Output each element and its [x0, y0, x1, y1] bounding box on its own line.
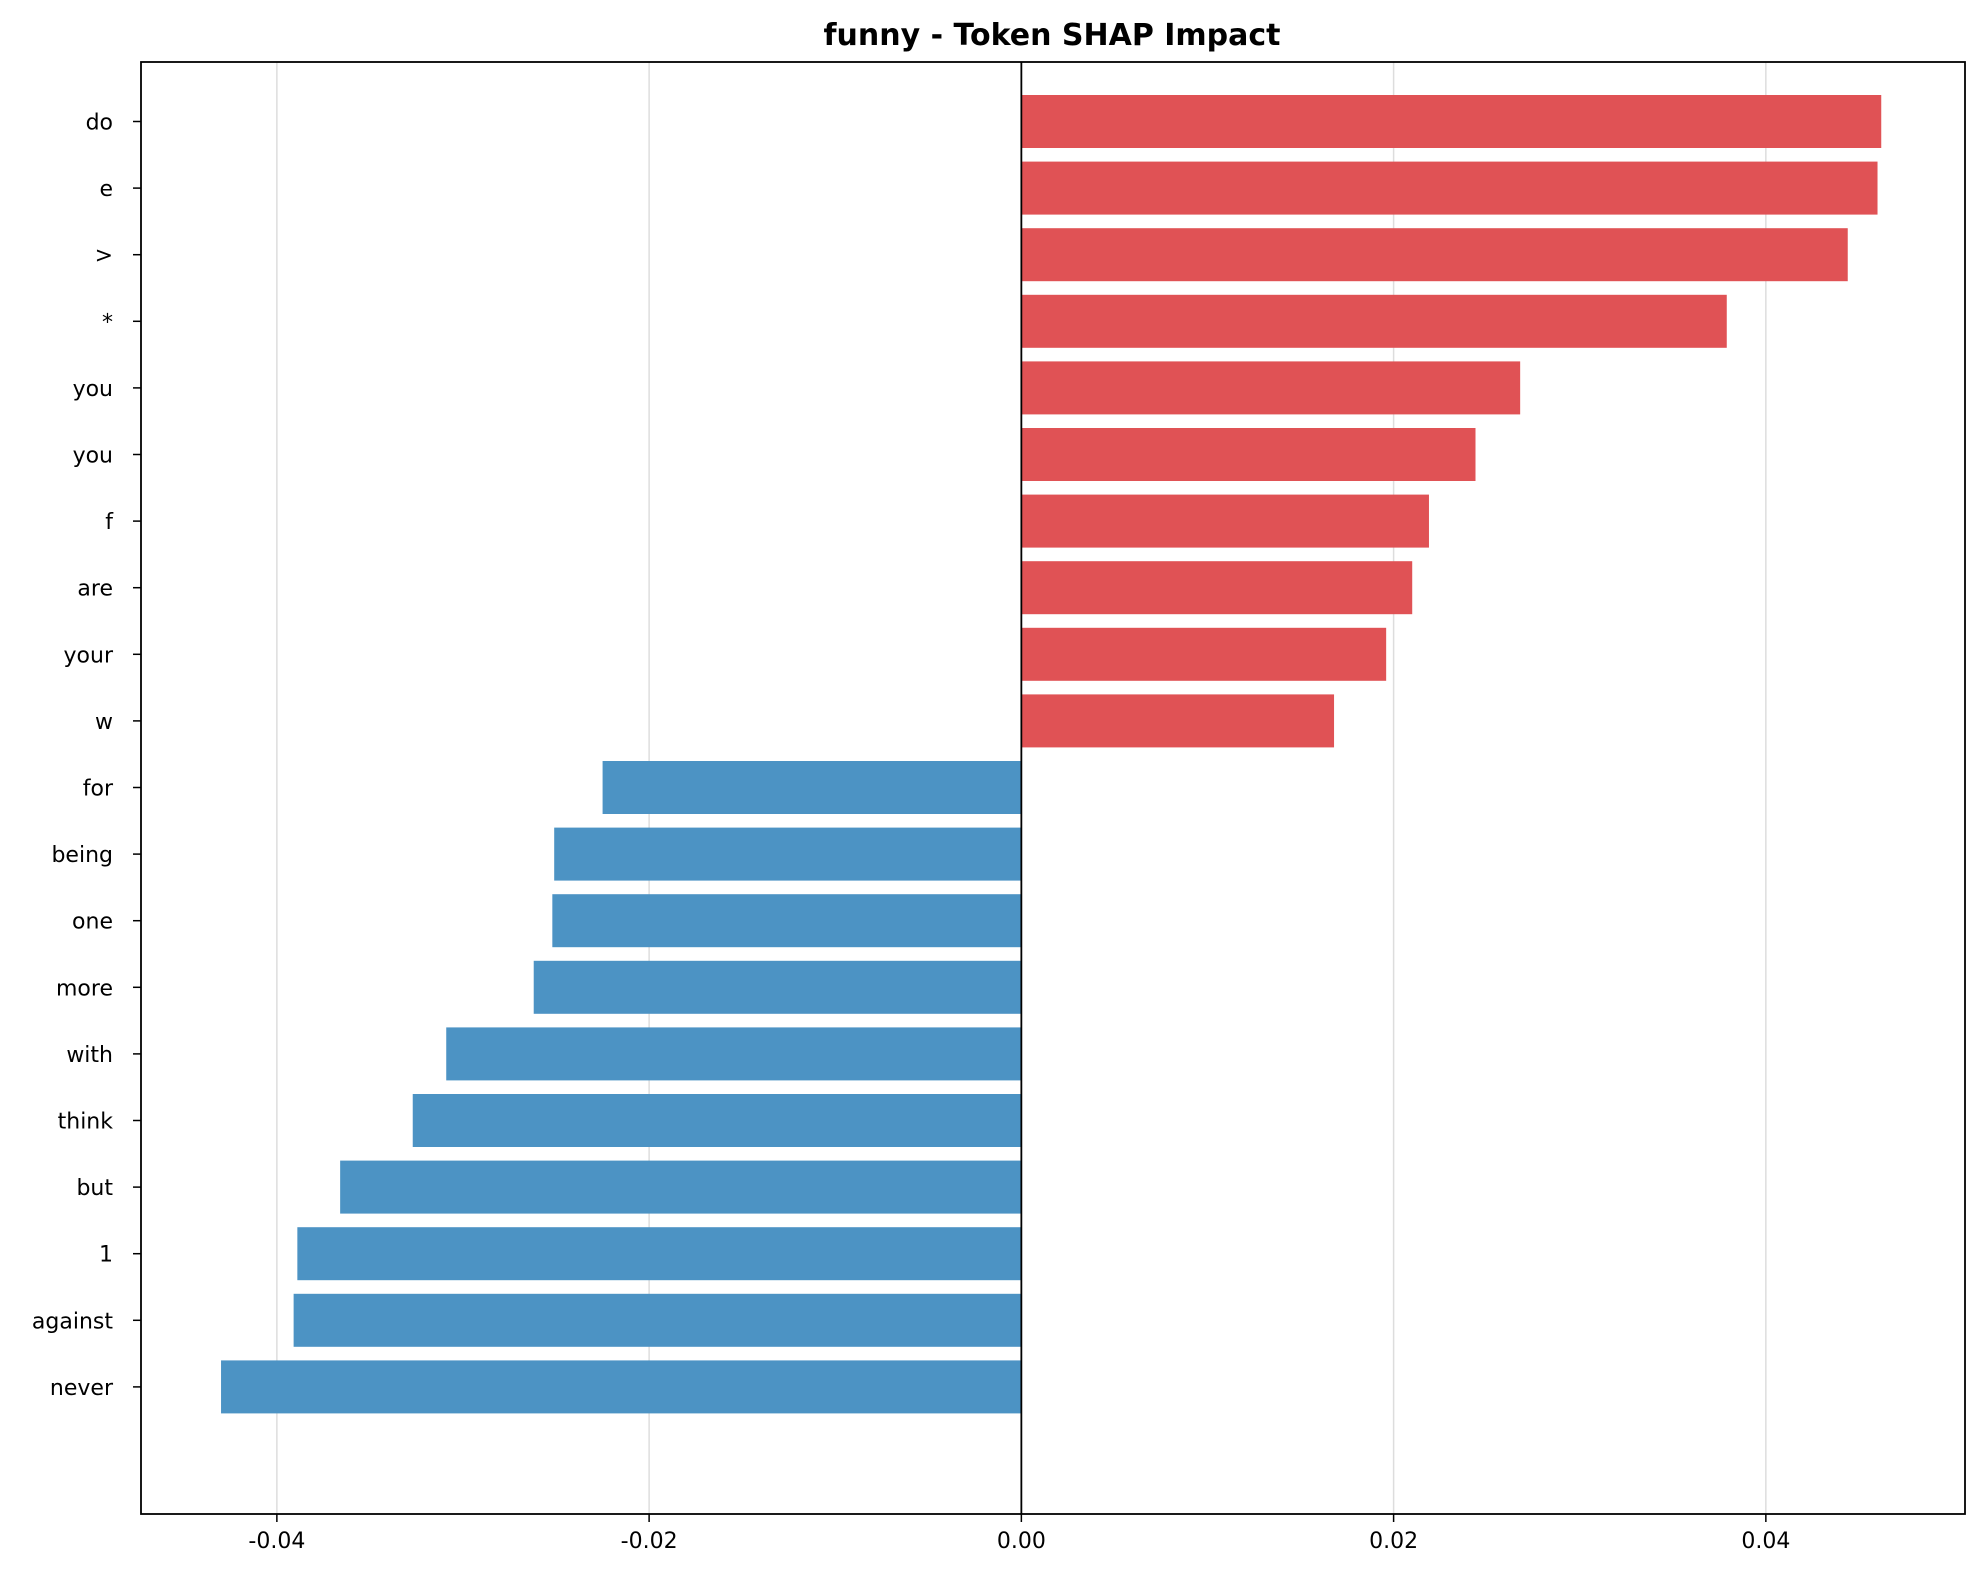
y-tick-label: against — [32, 1309, 113, 1334]
y-tick-label: you — [73, 444, 113, 469]
bar-17 — [297, 1227, 1022, 1281]
y-tick-label: * — [102, 310, 113, 335]
bar-15 — [412, 1094, 1022, 1147]
bar-11 — [554, 827, 1022, 881]
y-tick-label: with — [66, 1043, 113, 1068]
bar-5 — [1021, 428, 1476, 481]
y-tick-label: do — [86, 111, 113, 136]
bar-18 — [293, 1293, 1022, 1347]
bar-9 — [1021, 694, 1335, 748]
chart-title: funny - Token SHAP Impact — [823, 18, 1280, 53]
bar-4 — [1021, 361, 1521, 415]
y-tick-label: more — [56, 976, 113, 1001]
y-tick-label: e — [99, 177, 113, 202]
y-tick-label: one — [72, 910, 113, 935]
bar-6 — [1021, 494, 1429, 548]
bars — [221, 95, 1882, 1414]
bar-2 — [1021, 228, 1848, 282]
x-tick-label: -0.04 — [248, 1529, 305, 1554]
y-tick-label: are — [77, 577, 113, 602]
y-tick-label: w — [95, 710, 113, 735]
bar-19 — [221, 1360, 1022, 1414]
bar-13 — [533, 960, 1022, 1014]
bar-14 — [446, 1027, 1022, 1081]
y-tick-label: for — [83, 777, 114, 802]
y-tick-label: you — [73, 377, 113, 402]
y-tick-label: f — [105, 510, 114, 535]
x-tick-label: 0.02 — [1369, 1529, 1418, 1554]
bar-16 — [340, 1160, 1022, 1214]
y-tick-label: think — [58, 1110, 114, 1135]
y-tick-label: but — [76, 1176, 113, 1201]
bar-7 — [1021, 561, 1413, 615]
bar-1 — [1021, 161, 1878, 215]
bar-8 — [1021, 627, 1387, 681]
bar-10 — [602, 761, 1022, 814]
y-tick-label: 1 — [99, 1243, 113, 1268]
bar-12 — [552, 894, 1022, 948]
y-tick-label: your — [64, 643, 114, 668]
y-tick-label: > — [95, 244, 113, 269]
x-tick-label: 0.00 — [997, 1529, 1046, 1554]
axis-ticks: -0.04 -0.02 0.00 0.02 0.04 do e > * you you f are you… — [32, 111, 1790, 1555]
x-tick-label: -0.02 — [621, 1529, 678, 1554]
x-tick-label: 0.04 — [1741, 1529, 1790, 1554]
bar-3 — [1021, 294, 1727, 348]
bar-0 — [1021, 95, 1882, 148]
y-tick-label: being — [51, 843, 113, 868]
y-tick-label: never — [50, 1376, 114, 1401]
